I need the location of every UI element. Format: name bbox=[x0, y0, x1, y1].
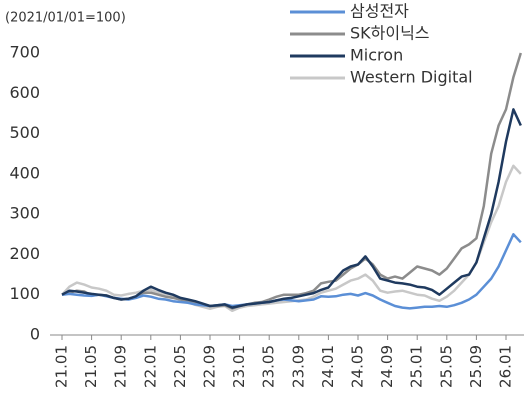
y-tick-label: 300 bbox=[9, 204, 40, 223]
y-tick-label: 600 bbox=[9, 83, 40, 102]
y-tick-label: 500 bbox=[9, 123, 40, 142]
x-tick-label: 26.01 bbox=[497, 345, 515, 388]
line-series bbox=[61, 52, 522, 310]
x-tick-label: 22.05 bbox=[171, 345, 189, 388]
x-tick-label: 23.05 bbox=[260, 345, 278, 388]
chart-subtitle: (2021/01/01=100) bbox=[5, 11, 126, 26]
line-series bbox=[61, 233, 522, 310]
x-tick-label: 25.09 bbox=[467, 345, 485, 388]
legend-label: SK하이닉스 bbox=[350, 24, 430, 43]
x-tick-label: 21.09 bbox=[112, 345, 130, 388]
x-tick-label: 23.09 bbox=[289, 345, 307, 388]
x-tick-label: 22.09 bbox=[201, 345, 219, 388]
x-tick-label: 24.05 bbox=[349, 345, 367, 388]
line-series bbox=[61, 164, 522, 313]
legend-label: 삼성전자 bbox=[350, 2, 409, 21]
x-tick-label: 24.09 bbox=[378, 345, 396, 388]
x-tick-label: 25.05 bbox=[437, 345, 455, 388]
legend-label: Micron bbox=[350, 46, 403, 65]
x-tick-label: 21.05 bbox=[82, 345, 100, 388]
x-tick-label: 22.01 bbox=[141, 345, 159, 388]
x-tick-label: 24.01 bbox=[319, 345, 337, 388]
x-tick-label: 25.01 bbox=[408, 345, 426, 388]
legend-label: Western Digital bbox=[350, 68, 473, 87]
x-tick-label: 23.01 bbox=[230, 345, 248, 388]
y-tick-label: 400 bbox=[9, 163, 40, 182]
y-tick-label: 100 bbox=[9, 284, 40, 303]
y-tick-label: 700 bbox=[9, 43, 40, 62]
line-series bbox=[61, 108, 522, 309]
y-tick-label: 0 bbox=[30, 325, 40, 344]
y-tick-label: 200 bbox=[9, 244, 40, 263]
x-tick-label: 21.01 bbox=[53, 345, 71, 388]
